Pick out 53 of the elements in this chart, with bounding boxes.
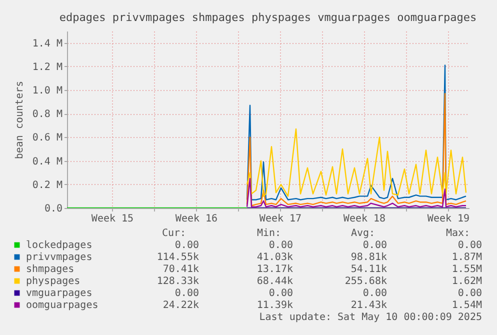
- text: 24.22k: [162, 300, 199, 311]
- x-tick-label: Week 17: [259, 214, 302, 224]
- text: Avg:: [350, 228, 376, 239]
- text: 1.87M: [452, 252, 482, 263]
- text: 54.11k: [350, 264, 387, 275]
- text: Cur:: [162, 228, 186, 239]
- line-series: [246, 92, 467, 206]
- text: 21.43k: [350, 300, 387, 311]
- x-tick-label: Week 19: [427, 214, 470, 224]
- text: 0.00: [268, 240, 293, 251]
- legend-label: lockedpages: [26, 240, 92, 251]
- text: 1.54M: [452, 300, 482, 311]
- text: 1.62M: [452, 276, 482, 287]
- x-tick-label: Week 18: [343, 214, 386, 224]
- line-series: [246, 128, 467, 197]
- y-tick-label: 0.8 M: [32, 109, 62, 120]
- y-axis-title: bean counters: [14, 80, 26, 160]
- legend-label: physpages: [26, 276, 80, 287]
- text: 0.00: [458, 288, 482, 299]
- y-tick-label: 0.0: [44, 204, 62, 214]
- text: Min:: [256, 228, 282, 239]
- text: 70.41k: [162, 264, 199, 275]
- text: Last update: Sat May 10 00:00:09 2025: [259, 312, 482, 323]
- legend-label: vmguarpages: [26, 288, 92, 299]
- text: 0.00: [362, 288, 387, 299]
- y-tick-label: 0.6 M: [32, 132, 62, 144]
- text: 0.00: [268, 288, 293, 299]
- chart-title: edpages privvmpages shmpages physpages vmguarpages oomguarpages: [59, 11, 477, 24]
- text: 114.55k: [156, 252, 199, 263]
- legend-label: oomguarpages: [26, 300, 98, 311]
- y-tick-label: 0.2 M: [32, 180, 62, 191]
- text: 0.00: [362, 240, 387, 251]
- text: 0.00: [174, 240, 199, 251]
- text: 41.03k: [256, 252, 293, 263]
- x-tick-label: Week 16: [175, 214, 218, 224]
- text: 1.55M: [452, 264, 482, 275]
- text: 128.33k: [156, 276, 199, 287]
- y-tick-label: 1.0 M: [32, 86, 62, 96]
- text: 13.17k: [256, 264, 293, 275]
- text: 0.00: [174, 288, 199, 299]
- line-series: [246, 178, 467, 208]
- legend-label: privvmpages: [26, 252, 92, 263]
- y-tick-label: 1.2 M: [32, 62, 62, 73]
- text: 11.39k: [256, 300, 293, 311]
- legend-label: shmpages: [26, 264, 74, 275]
- text: 255.68k: [344, 276, 387, 287]
- y-tick-label: 1.4 M: [32, 38, 62, 50]
- text: Max:: [446, 228, 470, 239]
- text: 68.44k: [256, 276, 293, 287]
- x-tick-label: Week 15: [91, 214, 134, 224]
- text: 0.00: [458, 240, 482, 251]
- text: 98.81k: [350, 252, 387, 263]
- y-tick-label: 0.4 M: [32, 156, 62, 168]
